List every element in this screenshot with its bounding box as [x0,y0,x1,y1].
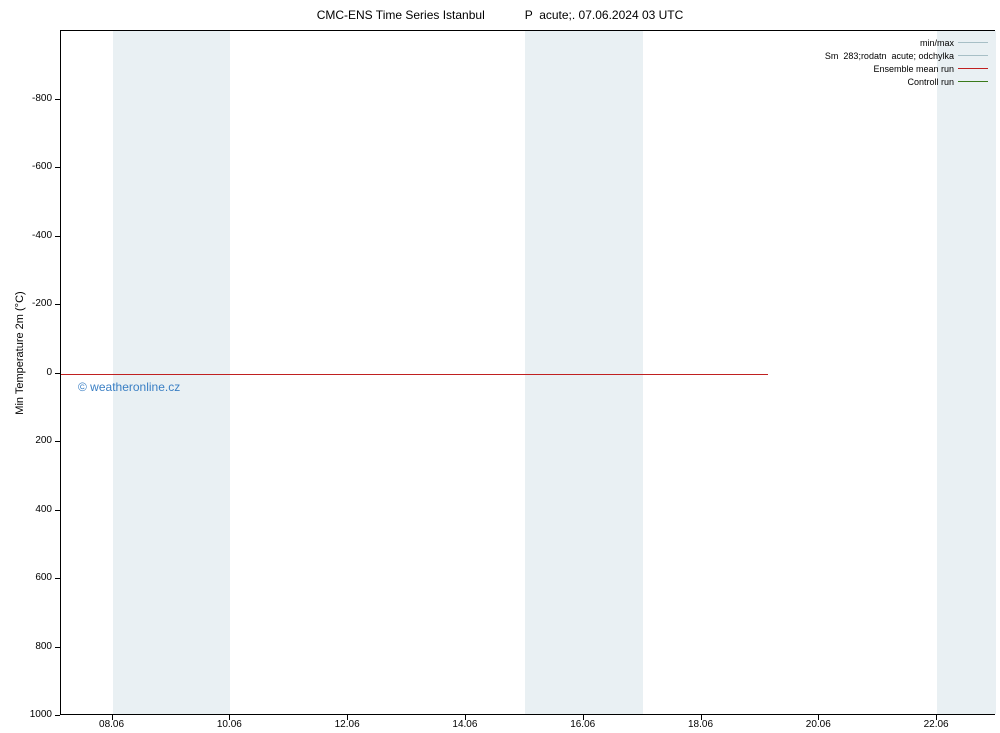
weekend-band [937,31,996,714]
y-tick-label: -200 [0,298,52,309]
chart-container: { "chart": { "width_px": 1000, "height_p… [0,0,1000,733]
weekend-band [525,31,643,714]
y-tick-label: 400 [0,504,52,515]
x-tick [229,715,230,720]
x-tick-label: 18.06 [688,719,713,730]
y-tick-label: 600 [0,572,52,583]
x-tick-label: 10.06 [217,719,242,730]
legend-swatch [958,42,988,43]
legend-item: min/max [825,36,988,49]
x-tick [818,715,819,720]
legend: min/max Sm 283;rodatn acute; odchylka Ense… [825,36,988,88]
legend-label: Controll run [907,77,954,87]
x-tick [583,715,584,720]
y-axis-title: Min Temperature 2m (°C) [14,253,26,453]
y-tick [55,304,60,305]
y-tick [55,715,60,716]
x-tick-label: 12.06 [335,719,360,730]
x-tick [936,715,937,720]
y-tick [55,578,60,579]
legend-item: Sm 283;rodatn acute; odchylka [825,49,988,62]
x-tick [465,715,466,720]
y-tick [55,647,60,648]
legend-item: Controll run [825,75,988,88]
y-tick-label: 200 [0,435,52,446]
legend-swatch [958,68,988,69]
y-tick-label: 800 [0,641,52,652]
y-tick [55,236,60,237]
y-tick-label: -800 [0,93,52,104]
x-tick-label: 22.06 [924,719,949,730]
weekend-band [113,31,231,714]
plot-area [60,30,995,715]
series-line [61,374,768,375]
chart-title: CMC-ENS Time Series Istanbul P acute;. 0… [0,8,1000,22]
legend-label: min/max [920,38,954,48]
x-tick-label: 08.06 [99,719,124,730]
legend-swatch [958,81,988,82]
legend-swatch [958,55,988,56]
x-tick-label: 16.06 [570,719,595,730]
x-tick-label: 14.06 [452,719,477,730]
y-tick-label: 0 [0,367,52,378]
legend-label: Sm 283;rodatn acute; odchylka [825,51,954,61]
x-tick [701,715,702,720]
y-tick [55,167,60,168]
y-tick-label: -600 [0,161,52,172]
x-tick-label: 20.06 [806,719,831,730]
y-tick [55,441,60,442]
legend-label: Ensemble mean run [873,64,954,74]
x-tick [112,715,113,720]
y-tick [55,373,60,374]
y-tick [55,510,60,511]
y-tick [55,99,60,100]
watermark: © weatheronline.cz [78,380,180,394]
legend-item: Ensemble mean run [825,62,988,75]
y-tick-label: 1000 [0,709,52,720]
y-tick-label: -400 [0,230,52,241]
x-tick [347,715,348,720]
